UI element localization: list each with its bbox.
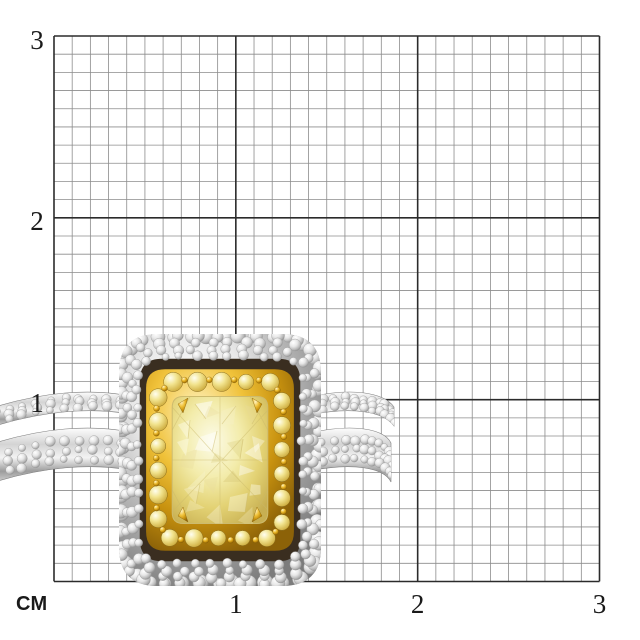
svg-text:3: 3 [30,25,44,55]
svg-text:1: 1 [30,388,44,418]
svg-text:2: 2 [411,589,425,619]
svg-text:CM: CM [16,593,47,615]
svg-text:2: 2 [30,206,44,236]
svg-text:3: 3 [593,589,607,619]
svg-text:1: 1 [229,589,243,619]
